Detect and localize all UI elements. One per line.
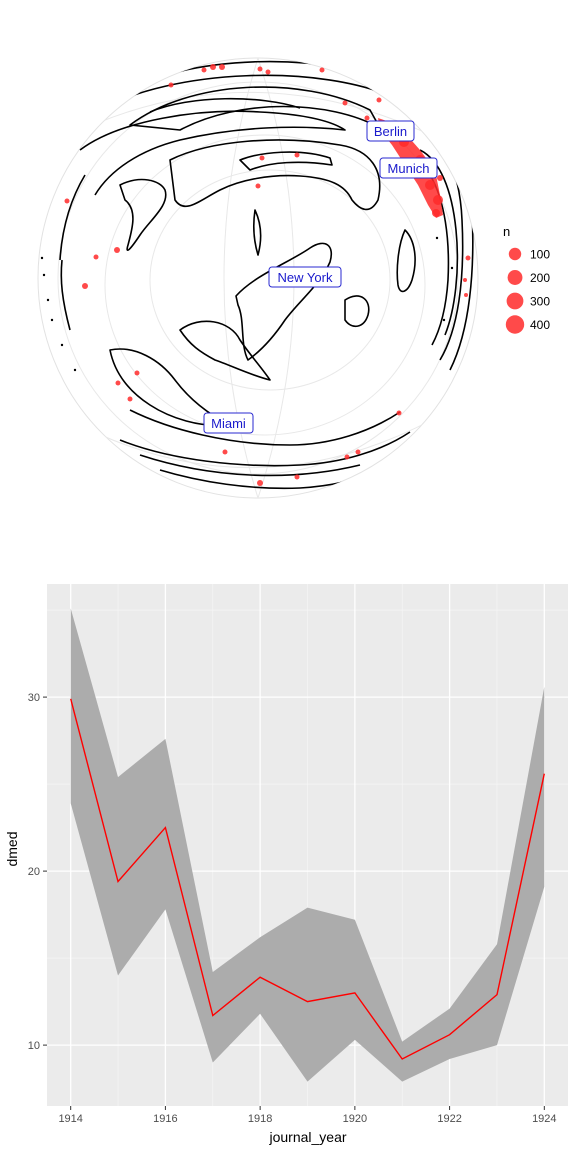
y-tick-label: 10 [28, 1040, 40, 1052]
map-point [219, 64, 225, 70]
x-tick-label: 1918 [248, 1113, 272, 1125]
map-point [169, 83, 174, 88]
line-chart: 1914 1916 1918 1920 1922 1924 10 20 30 journal_… [0, 576, 576, 1152]
legend-key-circle [509, 248, 521, 260]
x-tick-label: 1914 [58, 1113, 82, 1125]
x-tick-label: 1920 [343, 1113, 367, 1125]
map-point [65, 199, 70, 204]
x-tick-label: 1922 [437, 1113, 461, 1125]
map-point [466, 256, 471, 261]
map-point [463, 278, 467, 282]
map-point [397, 411, 402, 416]
map-point [433, 195, 443, 205]
city-label-munich: Munich [380, 158, 437, 178]
map-point [343, 101, 348, 106]
city-label-text: New York [278, 270, 333, 285]
legend-key-circle [507, 293, 524, 310]
city-label-berlin: Berlin [367, 121, 414, 141]
map-point [258, 67, 263, 72]
y-tick-label: 20 [28, 866, 40, 878]
map-point [356, 450, 361, 455]
map-point [82, 283, 88, 289]
map-point [116, 381, 121, 386]
y-axis: 10 20 30 [28, 692, 47, 1052]
y-axis-label: dmed [4, 831, 20, 866]
map-point [295, 153, 300, 158]
city-label-text: Berlin [374, 124, 407, 139]
map-point [94, 255, 99, 260]
city-label-new-york: New York [269, 267, 341, 287]
map-point [128, 397, 133, 402]
city-label-miami: Miami [204, 413, 253, 433]
x-axis: 1914 1916 1918 1920 1922 1924 [58, 1106, 556, 1125]
x-tick-label: 1924 [532, 1113, 556, 1125]
map-point [202, 68, 207, 73]
map-point [425, 180, 435, 190]
legend-key-circle [508, 270, 523, 285]
size-legend: n 100 200 300 400 [503, 224, 550, 334]
map-point [320, 68, 325, 73]
map-point [377, 98, 382, 103]
legend-key-label: 200 [530, 271, 550, 285]
x-tick-label: 1916 [153, 1113, 177, 1125]
map-point [432, 209, 440, 217]
map-point [464, 293, 468, 297]
orthographic-map: Berlin Munich New York Miami n 100 200 300… [0, 0, 576, 560]
legend-key-label: 300 [530, 295, 550, 309]
city-label-text: Miami [211, 416, 246, 431]
map-point [260, 156, 265, 161]
legend-title: n [503, 224, 510, 239]
map-point [223, 450, 228, 455]
legend-key-circle [506, 315, 524, 333]
map-point [295, 475, 300, 480]
line-chart-panel: 1914 1916 1918 1920 1922 1924 10 20 30 journal_… [0, 576, 576, 1152]
x-axis-label: journal_year [268, 1129, 346, 1145]
y-tick-label: 30 [28, 692, 40, 704]
legend-key-label: 400 [530, 318, 550, 332]
map-panel: Berlin Munich New York Miami n 100 200 300… [0, 0, 576, 560]
map-point [266, 70, 271, 75]
map-point [257, 480, 263, 486]
map-point [345, 455, 350, 460]
map-point [210, 64, 216, 70]
map-point [365, 116, 370, 121]
map-point [114, 247, 120, 253]
map-point [437, 175, 443, 181]
legend-key-label: 100 [530, 248, 550, 262]
map-point [256, 184, 261, 189]
city-label-text: Munich [388, 161, 430, 176]
map-point [135, 371, 140, 376]
